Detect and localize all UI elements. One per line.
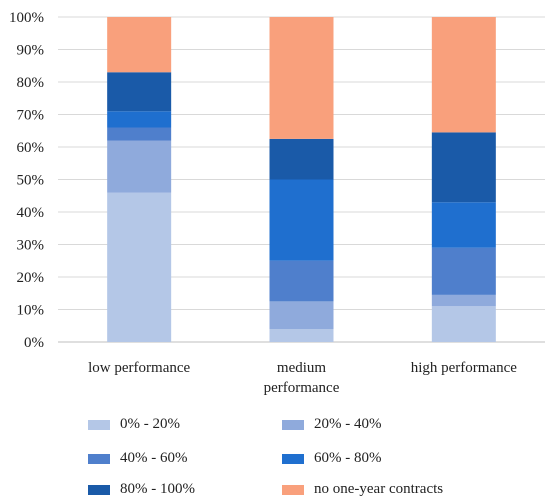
y-axis-ticks: 0% 10% 20% 30% 40% 50% 60% 70% 80% 90% 100%	[9, 10, 44, 351]
y-tick-label: 10%	[17, 303, 45, 319]
y-tick-label: 50%	[17, 173, 45, 189]
x-category-label: performance	[264, 380, 340, 396]
y-tick-label: 30%	[17, 238, 45, 254]
y-tick-label: 20%	[17, 270, 45, 286]
bar-segment	[107, 127, 172, 141]
bar-segment	[107, 72, 172, 112]
bar-segment	[431, 17, 496, 133]
y-tick-label: 40%	[17, 205, 45, 221]
bar-segment	[269, 179, 334, 261]
bar-segment	[431, 247, 496, 295]
bar-segment	[269, 138, 334, 180]
x-axis-labels: low performance medium performance high per…	[88, 360, 517, 396]
bar-segment	[107, 111, 172, 128]
bar-segment	[269, 260, 334, 302]
bar-segment	[431, 202, 496, 248]
y-tick-label: 90%	[17, 43, 45, 59]
bar-segment	[107, 140, 172, 193]
bars	[107, 17, 496, 342]
bar-segment	[431, 294, 496, 307]
y-tick-label: 100%	[9, 10, 44, 26]
x-category-label: low performance	[88, 360, 190, 376]
y-tick-label: 60%	[17, 140, 45, 156]
bar-segment	[269, 301, 334, 329]
y-tick-label: 80%	[17, 75, 45, 91]
bar-segment	[107, 17, 172, 73]
bar-segment	[107, 192, 172, 342]
bar-segment	[269, 17, 334, 139]
x-category-label: medium	[277, 360, 326, 376]
y-tick-label: 0%	[24, 335, 44, 351]
y-tick-label: 70%	[17, 108, 45, 124]
bar-segment	[431, 306, 496, 342]
bar-segment	[431, 132, 496, 203]
x-category-label: high performance	[411, 360, 518, 376]
bar-segment	[269, 329, 334, 342]
